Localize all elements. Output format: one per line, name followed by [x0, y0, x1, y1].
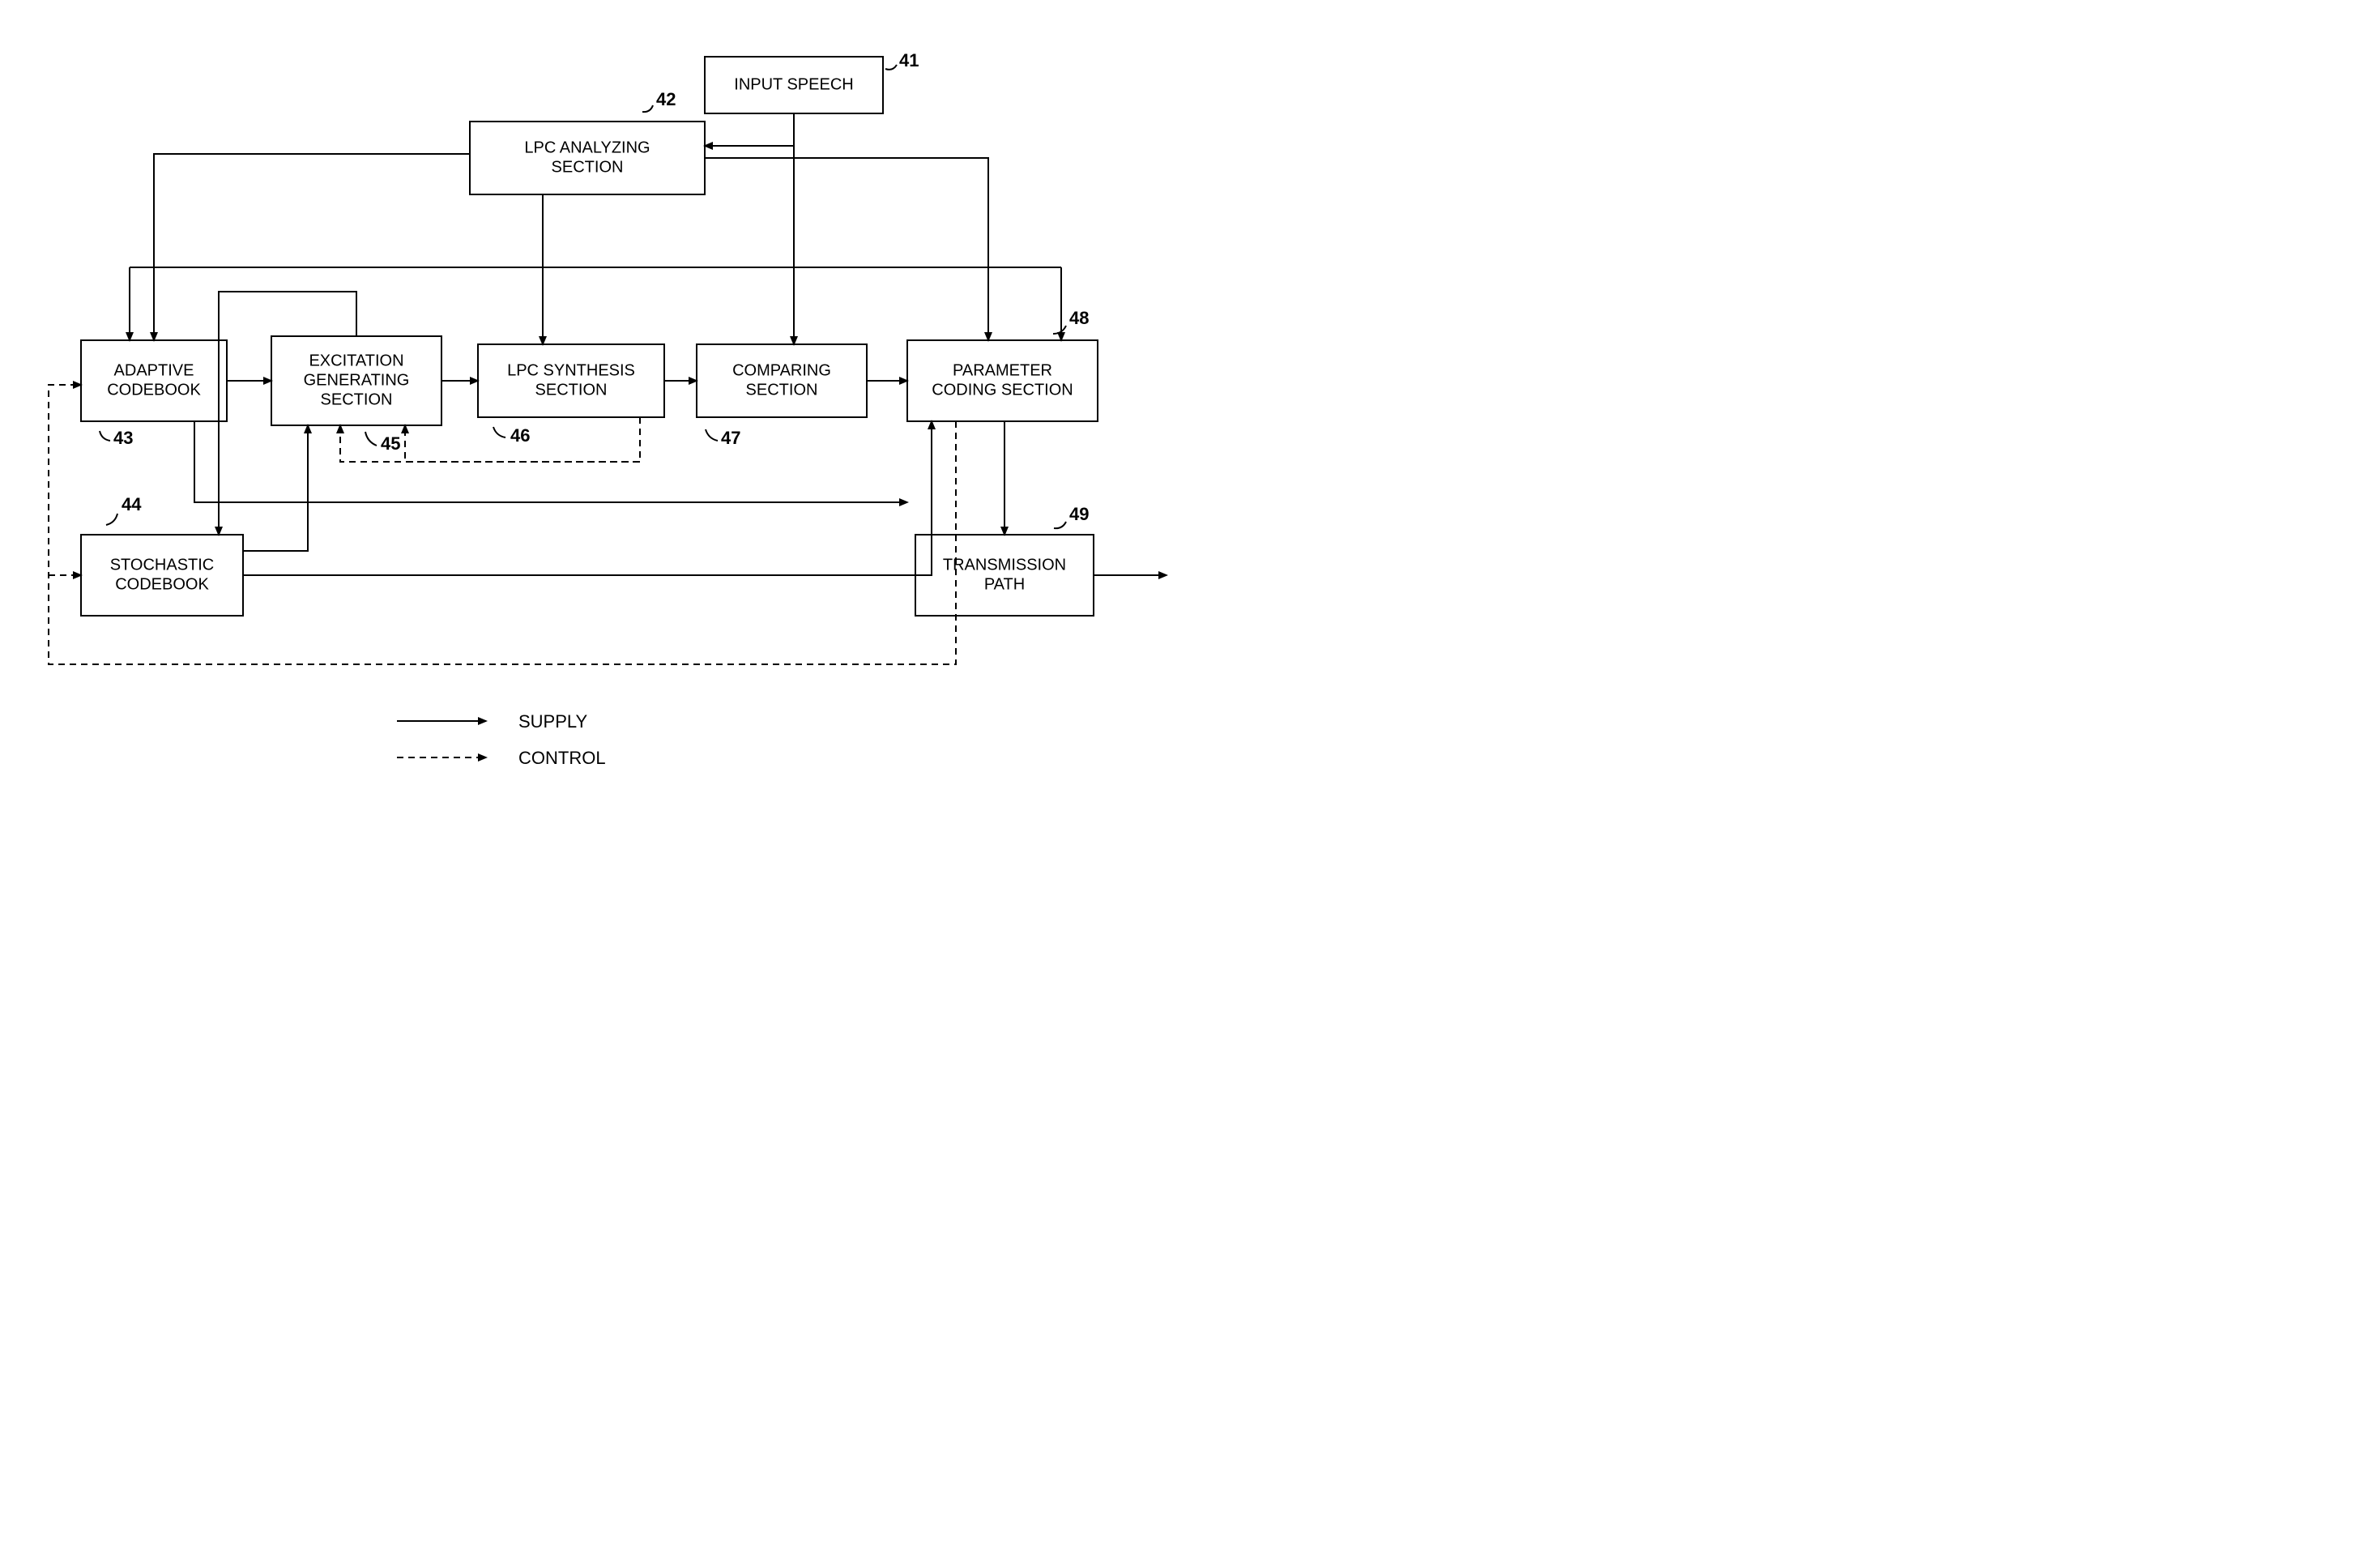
node-n41: INPUT SPEECH 41: [705, 50, 919, 113]
legend-control-label: CONTROL: [518, 748, 606, 768]
node-label-n45-2: SECTION: [321, 390, 393, 408]
node-label-n46-0: LPC SYNTHESIS: [507, 361, 635, 379]
node-label-n45-1: GENERATING: [304, 371, 410, 389]
edge-3: [705, 158, 988, 340]
node-label-n43-1: CODEBOOK: [107, 381, 201, 399]
node-n43: ADAPTIVE CODEBOOK 43: [81, 340, 227, 448]
ref-lead-4: [365, 432, 377, 446]
ref-n48: 48: [1069, 308, 1089, 328]
ref-lead-1: [642, 105, 653, 112]
ref-lead-5: [493, 427, 505, 437]
legend-supply-label: SUPPLY: [518, 711, 588, 732]
node-label-n48-0: PARAMETER: [953, 361, 1052, 379]
edge-13: [243, 425, 308, 551]
edge-14: [243, 421, 932, 575]
node-label-n48-1: CODING SECTION: [932, 381, 1073, 399]
node-label-n42-0: LPC ANALYZING: [524, 139, 650, 156]
node-label-n46-1: SECTION: [535, 381, 608, 399]
edge-1: [154, 154, 470, 340]
ref-n43: 43: [113, 428, 133, 448]
node-label-n44-0: STOCHASTIC: [110, 556, 215, 574]
ref-n45: 45: [381, 433, 400, 454]
block-diagram: INPUT SPEECH 41 LPC ANALYZING SECTION 42 ADAP…: [16, 16, 1206, 800]
node-label-n49-0: TRANSMISSION: [943, 556, 1066, 574]
ref-n41: 41: [899, 50, 919, 70]
ref-lead-6: [706, 429, 718, 441]
ref-lead-7: [1053, 326, 1066, 334]
node-n46: LPC SYNTHESIS SECTION 46: [478, 344, 664, 446]
node-label-n45-0: EXCITATION: [309, 352, 403, 369]
ref-lead-8: [1054, 522, 1066, 528]
ref-n44: 44: [122, 494, 142, 514]
legend: SUPPLY CONTROL: [397, 711, 606, 768]
node-label-n49-1: PATH: [984, 575, 1025, 593]
ref-n46: 46: [510, 425, 530, 446]
edge-12: [194, 421, 907, 502]
node-label-n47-1: SECTION: [746, 381, 818, 399]
node-label-n41-0: INPUT SPEECH: [734, 75, 853, 93]
node-label-n47-0: COMPARING: [732, 361, 831, 379]
ref-lead-3: [106, 514, 117, 525]
node-n48: PARAMETER CODING SECTION 48: [907, 308, 1098, 421]
ref-n49: 49: [1069, 504, 1089, 524]
node-label-n44-1: CODEBOOK: [115, 575, 209, 593]
ref-n47: 47: [721, 428, 740, 448]
node-n45: EXCITATION GENERATINGSECTION 45: [271, 336, 441, 454]
node-n47: COMPARING SECTION 47: [697, 344, 867, 448]
ref-lead-0: [885, 65, 897, 70]
node-n42: LPC ANALYZING SECTION 42: [470, 89, 705, 194]
node-label-n42-1: SECTION: [552, 158, 624, 176]
edge-20: [49, 385, 956, 664]
ref-lead-2: [100, 431, 110, 441]
node-label-n43-0: ADAPTIVE: [114, 361, 194, 379]
edge-0: [705, 113, 794, 146]
edge-15: [219, 292, 356, 535]
ref-n42: 42: [656, 89, 676, 109]
